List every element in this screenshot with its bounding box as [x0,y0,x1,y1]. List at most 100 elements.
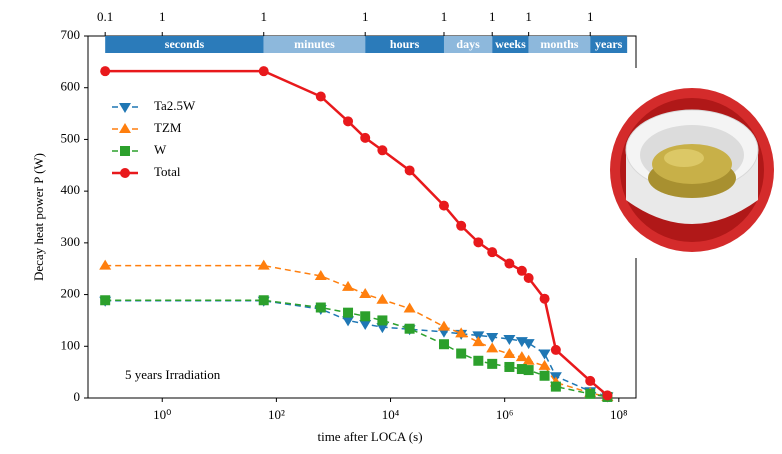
x-tick-label: 10⁶ [496,407,514,422]
data-point [100,295,111,306]
data-point [315,302,326,313]
data-point [550,381,561,392]
data-point [100,66,111,77]
data-point [342,316,355,327]
data-point [503,335,516,346]
crucible-photo [600,68,782,258]
legend-marker [119,123,131,133]
data-point [522,339,535,350]
time-band [365,36,444,53]
band-label: hours [390,37,420,51]
top-tick-label: 1 [362,9,369,24]
top-tick-label: 1 [525,9,532,24]
y-tick-label: 300 [61,234,81,249]
data-point [486,332,499,343]
time-band [492,36,529,53]
y-tick-label: 700 [61,27,81,42]
x-tick-label: 10⁰ [153,407,171,422]
x-axis-label: time after LOCA (s) [317,429,422,444]
data-point [487,358,498,369]
time-band [528,36,591,53]
y-tick-label: 100 [61,337,81,352]
data-point [516,364,527,375]
time-band [443,36,493,53]
series-line [105,69,609,397]
data-point [523,273,534,284]
top-tick-label: 1 [489,9,496,24]
data-point [585,375,596,386]
data-point [257,259,270,270]
data-point [515,351,528,362]
data-point [539,293,550,304]
data-point [504,258,515,269]
band-label: weeks [495,37,526,51]
legend-label: TZM [154,120,182,135]
legend-marker [120,146,130,156]
data-point [258,66,269,77]
band-label: days [456,37,480,51]
data-point [315,91,326,102]
x-tick-label: 10² [268,407,285,422]
y-axis-label: Decay heat power P (W) [31,153,46,281]
data-point [538,359,551,370]
top-tick-label: 1 [587,9,594,24]
data-point [550,344,561,355]
data-point [359,320,372,331]
y-tick-label: 200 [61,286,81,301]
legend: Ta2.5W TZM W Total [112,98,196,179]
data-point [377,145,388,156]
data-point [523,365,534,376]
data-point [486,342,499,353]
data-point [359,288,372,299]
time-band [590,36,628,53]
legend-marker [120,168,130,178]
top-tick-label: 0.1 [97,9,113,24]
series-line [105,299,608,398]
time-band [105,36,264,53]
top-tick-label: 1 [260,9,267,24]
data-point [473,355,484,366]
y-tick-label: 0 [74,389,81,404]
data-point [258,295,269,306]
band-label: months [540,37,578,51]
y-tick-label: 500 [61,130,81,145]
data-point [360,132,371,143]
data-point [343,116,354,127]
top-tick-label: 1 [159,9,166,24]
data-point [437,320,450,331]
legend-marker [119,103,131,113]
time-band [263,36,366,53]
data-point [456,220,467,231]
legend-label: W [154,142,167,157]
band-label: years [595,37,623,51]
data-point [404,165,415,176]
photo-powder-highlight [664,149,704,167]
data-point [377,315,388,326]
data-point [438,200,449,211]
data-point [343,307,354,318]
x-tick-label: 10⁸ [610,407,628,422]
data-point [585,388,596,399]
data-point [538,349,551,360]
data-point [342,280,355,291]
data-point [539,370,550,381]
data-point [360,311,371,322]
x-tick-label: 10⁴ [382,407,400,422]
top-tick-label: 1 [441,9,448,24]
data-point [403,302,416,313]
data-point [602,390,613,401]
data-point [314,269,327,280]
data-point [472,336,485,347]
data-point [504,361,515,372]
annotation: 5 years Irradiation [125,367,221,382]
legend-label: Total [154,164,181,179]
data-point [503,348,516,359]
data-point [522,354,535,365]
data-point [456,348,467,359]
data-point [376,323,389,334]
data-point [376,293,389,304]
data-point [404,323,415,334]
data-point [473,237,484,248]
data-point [438,339,449,350]
